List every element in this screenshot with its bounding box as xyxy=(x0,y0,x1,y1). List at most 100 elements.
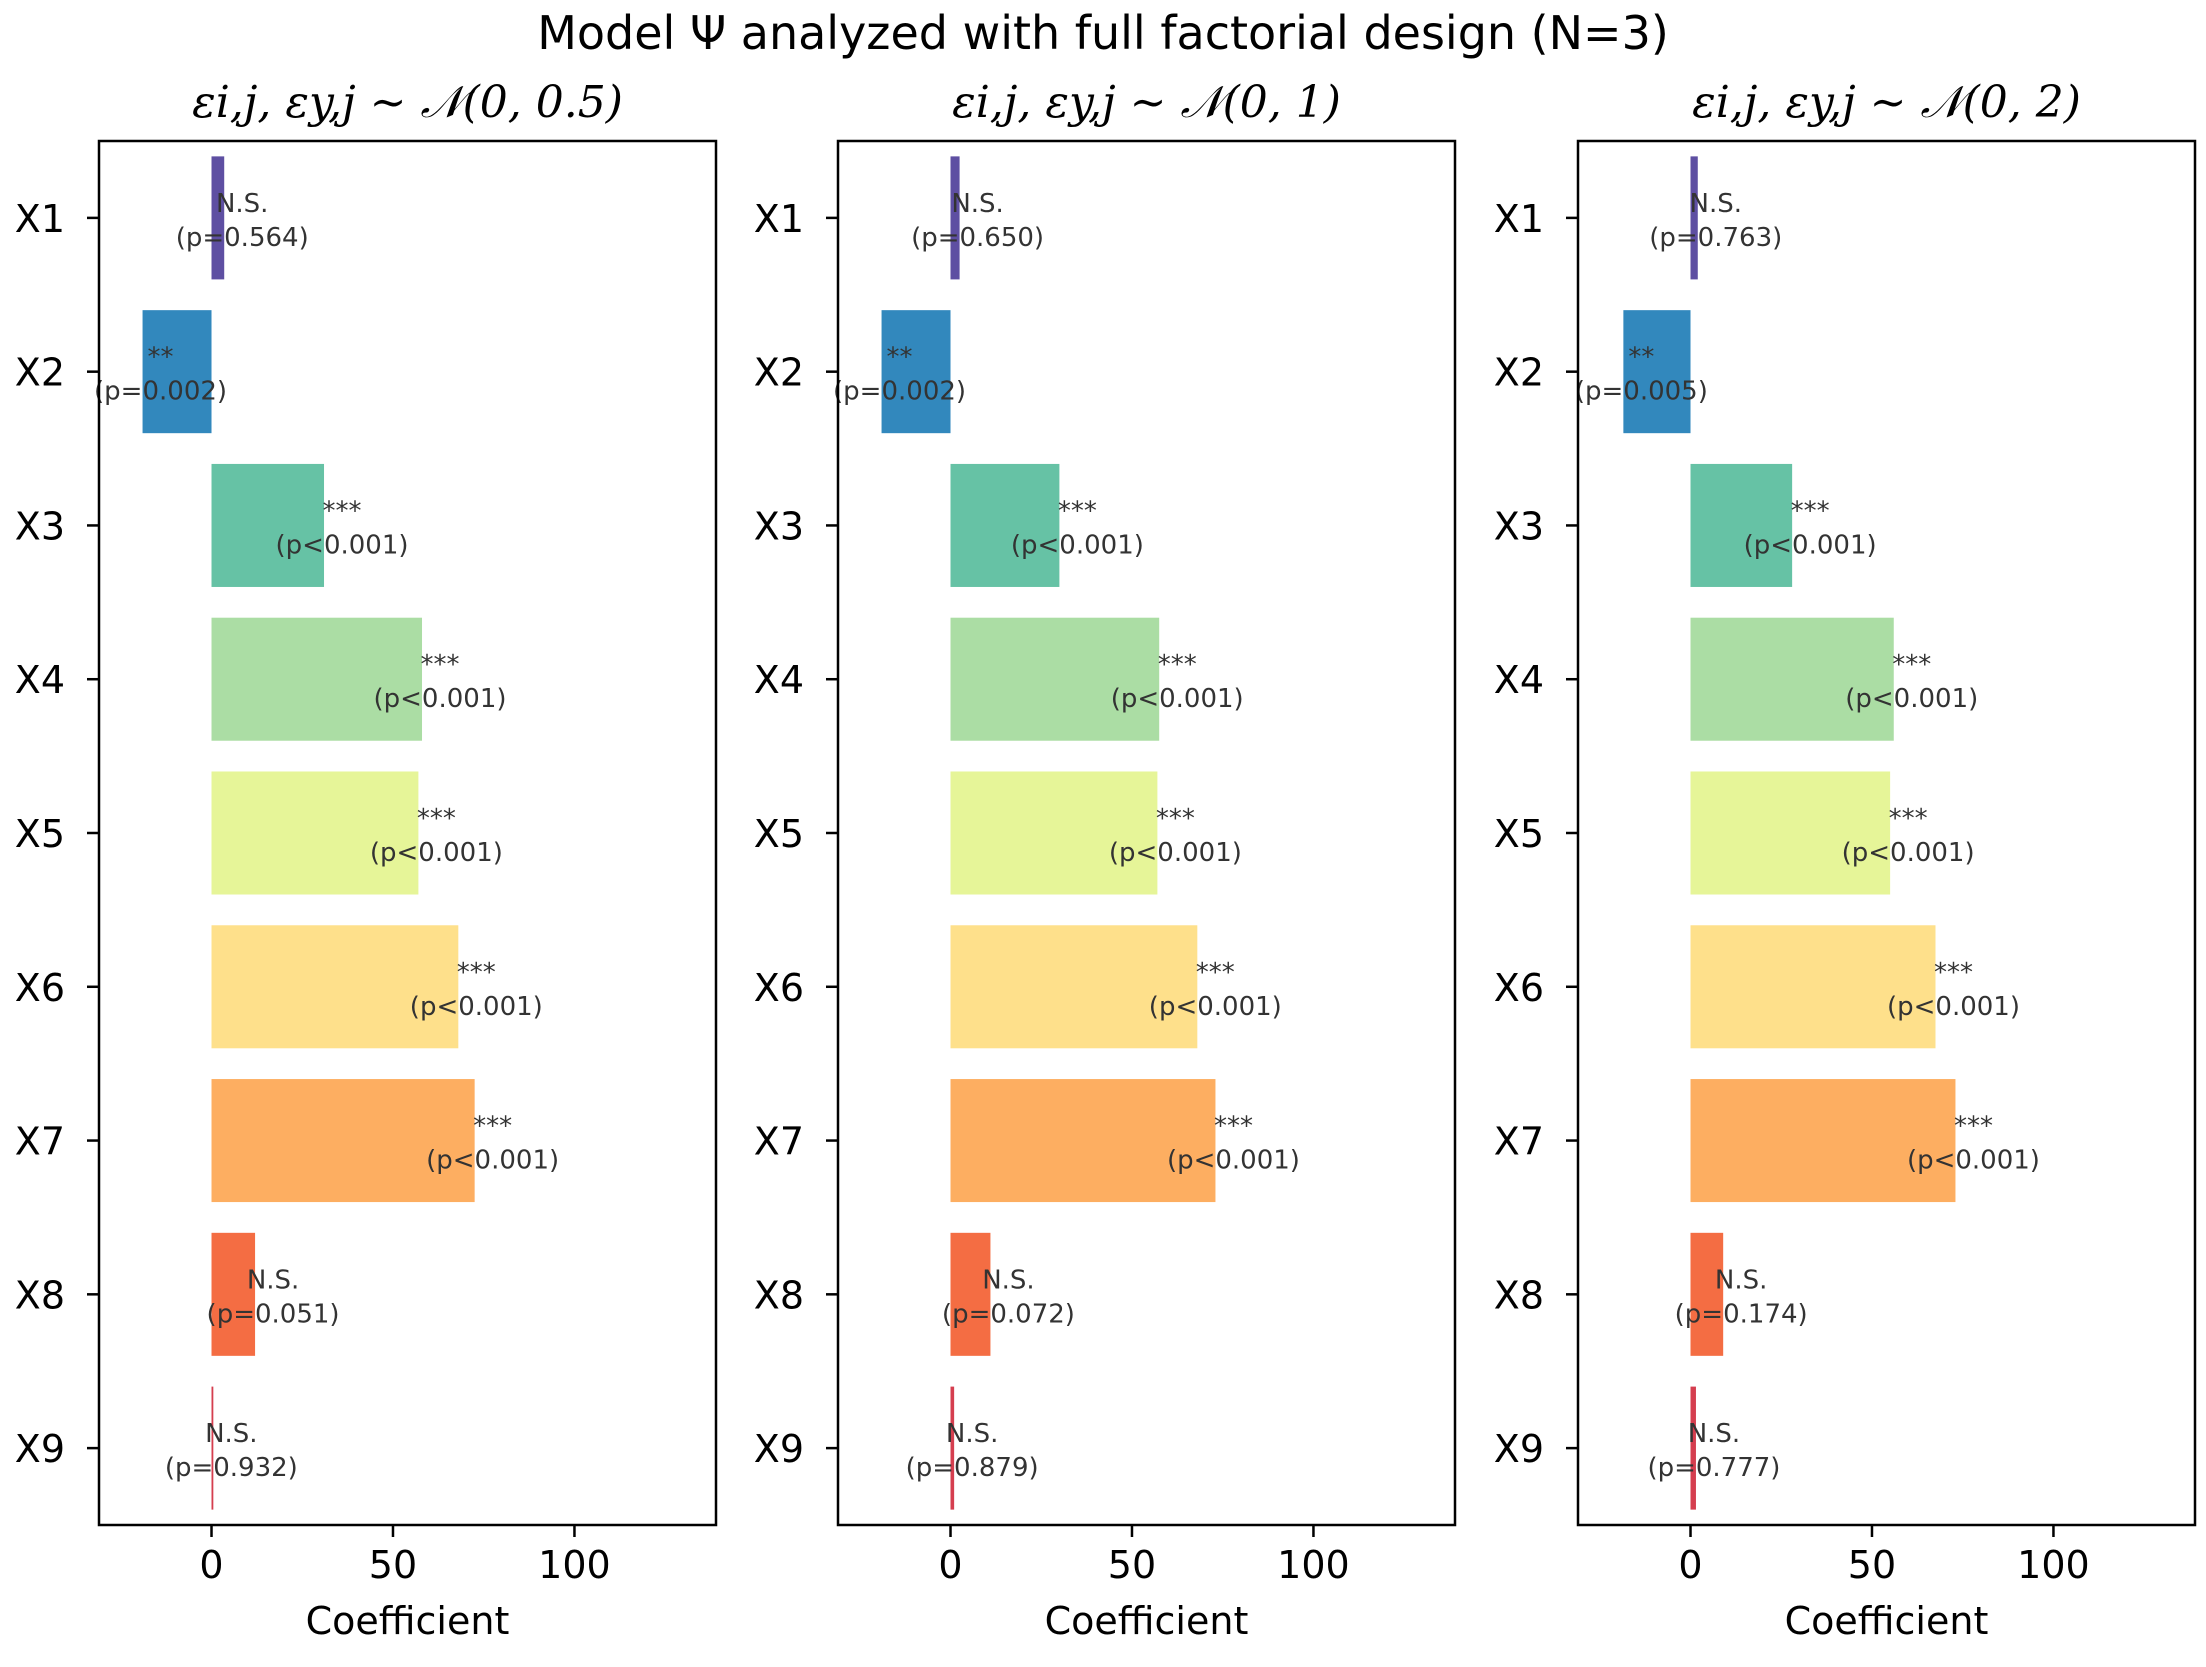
significance-label: *** xyxy=(421,650,460,680)
p-value-label: (p=0.879) xyxy=(906,1453,1039,1483)
y-tick-label: X5 xyxy=(754,812,804,856)
bar-x8 xyxy=(950,1232,991,1356)
chart-panel-1: εi,j, εy,j ∼ 𝒩(0, 0.5) N.S. (p=0.564) ** (p=… xyxy=(15,77,718,1643)
p-value-label: (p<0.001) xyxy=(1111,684,1244,714)
p-value-label: (p<0.001) xyxy=(276,530,409,560)
bar-x7 xyxy=(950,1079,1216,1203)
bar-x4 xyxy=(1690,617,1894,741)
p-value-label: (p<0.001) xyxy=(1887,992,2020,1022)
x-tick-label: 100 xyxy=(1277,1543,1350,1587)
bar-x1 xyxy=(211,156,225,280)
significance-label: *** xyxy=(1954,1112,1993,1142)
panel-title: εi,j, εy,j ∼ 𝒩(0, 0.5) xyxy=(192,77,623,128)
figure-title: Model Ψ analyzed with full factorial des… xyxy=(537,6,1669,60)
significance-label: N.S. xyxy=(247,1265,299,1295)
y-tick-label: X3 xyxy=(754,504,804,548)
bar-x2 xyxy=(1623,310,1691,434)
significance-label: *** xyxy=(457,958,496,988)
p-value-label: (p<0.001) xyxy=(1845,684,1978,714)
bar-x1 xyxy=(1690,156,1698,280)
bar-x6 xyxy=(211,925,459,1049)
significance-label: ** xyxy=(148,343,174,373)
x-tick-label: 0 xyxy=(199,1543,223,1587)
p-value-label: (p=0.650) xyxy=(911,223,1044,253)
significance-label: N.S. xyxy=(951,189,1003,219)
y-tick-label: X6 xyxy=(15,966,65,1010)
panel-title: εi,j, εy,j ∼ 𝒩(0, 1) xyxy=(952,77,1341,128)
significance-label: *** xyxy=(417,804,456,834)
p-value-label: (p=0.072) xyxy=(942,1299,1075,1329)
bar-x2 xyxy=(142,310,212,434)
bar-x3 xyxy=(211,463,325,587)
bar-x2 xyxy=(881,310,951,434)
p-value-label: (p<0.001) xyxy=(1907,1146,2040,1176)
significance-label: N.S. xyxy=(982,1265,1034,1295)
p-value-label: (p<0.001) xyxy=(374,684,507,714)
bar-x5 xyxy=(950,771,1158,895)
x-tick-label: 50 xyxy=(1848,1543,1896,1587)
significance-label: *** xyxy=(323,496,362,526)
p-value-label: (p=0.002) xyxy=(833,377,966,407)
significance-label: N.S. xyxy=(1690,189,1742,219)
y-tick-label: X5 xyxy=(15,812,65,856)
p-value-label: (p<0.001) xyxy=(1149,992,1282,1022)
significance-label: *** xyxy=(1158,650,1197,680)
significance-label: *** xyxy=(473,1112,512,1142)
significance-label: N.S. xyxy=(205,1419,257,1449)
y-tick-label: X4 xyxy=(1494,658,1544,702)
p-value-label: (p<0.001) xyxy=(1011,530,1144,560)
bar-x9 xyxy=(950,1386,955,1510)
significance-label: *** xyxy=(1156,804,1195,834)
y-tick-label: X9 xyxy=(15,1427,65,1471)
significance-label: N.S. xyxy=(1688,1419,1740,1449)
chart-panel-2: εi,j, εy,j ∼ 𝒩(0, 1) N.S. (p=0.650) ** (p=0.… xyxy=(754,77,1457,1643)
bar-x9 xyxy=(1690,1386,1696,1510)
p-value-label: (p=0.763) xyxy=(1649,223,1782,253)
bar-x8 xyxy=(1690,1232,1724,1356)
p-value-label: (p<0.001) xyxy=(1744,530,1877,560)
bar-x3 xyxy=(950,463,1060,587)
significance-label: N.S. xyxy=(1715,1265,1767,1295)
p-value-label: (p<0.001) xyxy=(1109,838,1242,868)
y-tick-label: X4 xyxy=(15,658,65,702)
y-tick-label: X9 xyxy=(754,1427,804,1471)
bar-x5 xyxy=(211,771,419,895)
p-value-label: (p=0.051) xyxy=(207,1299,340,1329)
bar-x3 xyxy=(1690,463,1793,587)
bar-x6 xyxy=(950,925,1198,1049)
significance-label: N.S. xyxy=(216,189,268,219)
y-tick-label: X3 xyxy=(1494,504,1544,548)
x-tick-label: 50 xyxy=(369,1543,417,1587)
p-value-label: (p=0.002) xyxy=(94,377,227,407)
p-value-label: (p=0.932) xyxy=(165,1453,298,1483)
y-tick-label: X6 xyxy=(1494,966,1544,1010)
bar-x8 xyxy=(211,1232,256,1356)
x-tick-label: 100 xyxy=(538,1543,611,1587)
y-tick-label: X5 xyxy=(1494,812,1544,856)
x-tick-label: 100 xyxy=(2017,1543,2090,1587)
bar-x9 xyxy=(211,1386,214,1510)
y-tick-label: X2 xyxy=(1494,351,1544,395)
significance-label: *** xyxy=(1892,650,1931,680)
x-axis-label: Coefficient xyxy=(1785,1599,1989,1643)
p-value-label: (p=0.777) xyxy=(1647,1453,1780,1483)
y-tick-label: X7 xyxy=(754,1120,804,1164)
significance-label: *** xyxy=(1196,958,1235,988)
significance-label: N.S. xyxy=(946,1419,998,1449)
x-axis-label: Coefficient xyxy=(1045,1599,1249,1643)
significance-label: *** xyxy=(1791,496,1830,526)
bar-x7 xyxy=(1690,1079,1956,1203)
significance-label: *** xyxy=(1214,1112,1253,1142)
p-value-label: (p<0.001) xyxy=(1167,1146,1300,1176)
bar-x4 xyxy=(950,617,1160,741)
bar-x4 xyxy=(211,617,423,741)
p-value-label: (p=0.005) xyxy=(1575,377,1708,407)
x-tick-label: 0 xyxy=(938,1543,962,1587)
p-value-label: (p<0.001) xyxy=(370,838,503,868)
x-axis-label: Coefficient xyxy=(306,1599,510,1643)
significance-label: *** xyxy=(1934,958,1973,988)
bar-x7 xyxy=(211,1079,475,1203)
bar-x1 xyxy=(950,156,960,280)
p-value-label: (p<0.001) xyxy=(1842,838,1975,868)
